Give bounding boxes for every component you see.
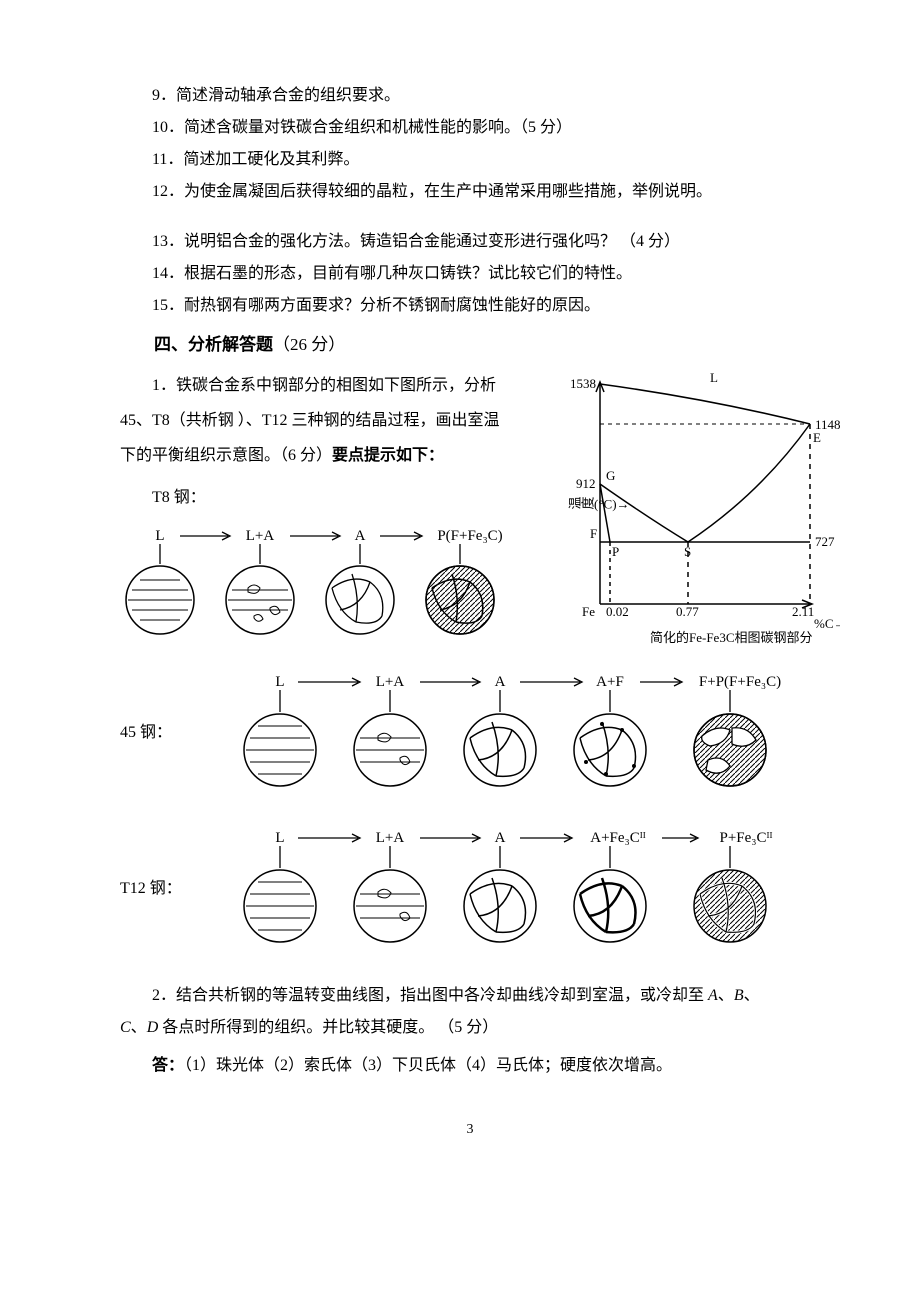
- q2-var-D: D: [147, 1019, 159, 1036]
- label-F: F: [590, 526, 597, 541]
- question-11: 11．简述加工硬化及其利弊。: [120, 144, 820, 176]
- axis-y-label: 温度(°C)→: [568, 497, 630, 512]
- fe-fe3c-phase-diagram: 1538 1148 912 727 0.02 0.77 2.11 L E G F…: [560, 364, 840, 654]
- q1-hint: 要点提示如下：: [332, 447, 444, 464]
- q2-var-B: B: [734, 987, 744, 1004]
- q1-line2b-text: 下的平衡组织示意图。（6 分）: [120, 447, 332, 464]
- tick-912: 912: [576, 476, 596, 491]
- s45-A: A: [495, 674, 506, 690]
- s45-AF: A+F: [596, 674, 624, 690]
- diagram-caption: 简化的Fe-Fe3C相图碳钢部分: [650, 630, 813, 645]
- t12-A: A: [495, 830, 506, 846]
- section-4-title-text: 四、分析解答题: [154, 335, 273, 354]
- steel-45-label: 45 钢：: [120, 717, 230, 749]
- question-15: 15．耐热钢有哪两方面要求？分析不锈钢耐腐蚀性能好的原因。: [120, 290, 820, 322]
- q2-var-A: A: [708, 987, 718, 1004]
- tick-002: 0.02: [606, 604, 629, 619]
- s45-L: L: [275, 674, 284, 690]
- t8-stage-LA: L+A: [246, 528, 275, 544]
- label-G: G: [606, 468, 615, 483]
- question-10: 10．简述含碳量对铁碳合金组织和机械性能的影响。（5 分）: [120, 112, 820, 144]
- tick-211: 2.11: [792, 604, 814, 619]
- s45-FP: F+P(F+Fe₃C): [699, 674, 781, 690]
- t12-PFe3C: P+Fe₃Cᴵᴵ: [719, 830, 772, 846]
- tick-077: 0.77: [676, 604, 699, 619]
- q1-line2b: 下的平衡组织示意图。（6 分）要点提示如下：: [120, 438, 550, 473]
- question-2: 2．结合共析钢的等温转变曲线图，指出图中各冷却曲线冷却到室温，或冷却至 A、B、: [120, 980, 820, 1012]
- t12-LA: L+A: [376, 830, 405, 846]
- t12-AFe3C: A+Fe₃Cᴵᴵ: [590, 830, 646, 846]
- section-4-points: （26 分）: [273, 335, 345, 354]
- question-12: 12．为使金属凝固后获得较细的晶粒，在生产中通常采用哪些措施，举例说明。: [120, 176, 820, 208]
- t8-stage-A: A: [355, 528, 366, 544]
- label-S: S: [684, 544, 691, 559]
- question-2-line2: C、D 各点时所得到的组织。并比较其硬度。 （5 分）: [120, 1012, 820, 1044]
- label-E: E: [813, 430, 821, 445]
- page-number: 3: [120, 1116, 820, 1144]
- answer-label: 答：: [152, 1057, 184, 1074]
- steel-t12-row: T12 钢： L L+A A A+Fe₃Cᴵᴵ P+Fe₃Cᴵᴵ: [120, 824, 820, 954]
- q2-var-C: C: [120, 1019, 131, 1036]
- s45-LA: L+A: [376, 674, 405, 690]
- section-4-title: 四、分析解答题（26 分）: [120, 328, 820, 362]
- label-L: L: [710, 370, 718, 385]
- q2-line1: 2．结合共析钢的等温转变曲线图，指出图中各冷却曲线冷却到室温，或冷却至: [152, 987, 708, 1004]
- tick-1538: 1538: [570, 376, 596, 391]
- label-Fe: Fe: [582, 604, 595, 619]
- q1-line2a: 45、T8（共析钢 ）、T12 三种钢的结晶过程，画出室温: [120, 403, 550, 438]
- question-13: 13．说明铝合金的强化方法。铸造铝合金能通过变形进行强化吗？ （4 分）: [120, 226, 820, 258]
- question-1-text: 1．铁碳合金系中钢部分的相图如下图所示，分析 45、T8（共析钢 ）、T12 三…: [120, 368, 550, 474]
- axis-x-label: %C→: [814, 616, 840, 631]
- steel-45-row: 45 钢： L L+A A A+F F+P(F+Fe₃C): [120, 668, 820, 798]
- t8-stage-P: P(F+Fe₃C): [437, 528, 502, 544]
- steel-t12-label: T12 钢：: [120, 873, 230, 905]
- answer-line: 答：（1）珠光体（2）索氏体（3）下贝氏体（4）马氏体；硬度依次增高。: [120, 1050, 820, 1082]
- label-P: P: [612, 544, 619, 559]
- answer-text: （1）珠光体（2）索氏体（3）下贝氏体（4）马氏体；硬度依次增高。: [184, 1057, 672, 1074]
- question-14: 14．根据石墨的形态，目前有哪几种灰口铸铁？试比较它们的特性。: [120, 258, 820, 290]
- t12-L: L: [275, 830, 284, 846]
- tick-727: 727: [815, 534, 835, 549]
- q1-line1: 1．铁碳合金系中钢部分的相图如下图所示，分析: [120, 368, 550, 403]
- q2-line2-text: 各点时所得到的组织。并比较其硬度。 （5 分）: [158, 1019, 498, 1036]
- question-9: 9．简述滑动轴承合金的组织要求。: [120, 80, 820, 112]
- t8-stage-L: L: [155, 528, 164, 544]
- question-1-block: 1．铁碳合金系中钢部分的相图如下图所示，分析 45、T8（共析钢 ）、T12 三…: [120, 368, 820, 642]
